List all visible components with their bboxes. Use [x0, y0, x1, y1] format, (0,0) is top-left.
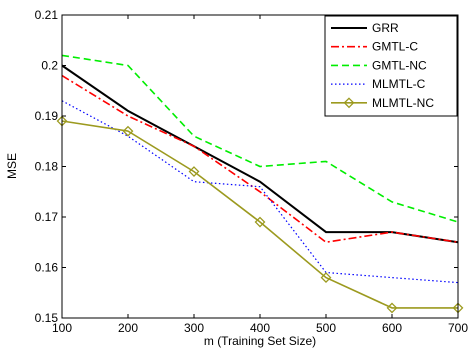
series-line-mlmtl-nc — [61, 120, 458, 309]
x-tick-label: 600 — [382, 321, 402, 335]
y-axis-label: MSE — [5, 153, 19, 179]
x-tick-label: 200 — [118, 321, 138, 335]
legend-label-grr: GRR — [372, 21, 399, 35]
x-axis-label: m (Training Set Size) — [204, 334, 316, 348]
x-tick-label: 700 — [448, 321, 468, 335]
series-line-gmtl-nc — [61, 54, 459, 223]
x-tick-label: 100 — [52, 321, 72, 335]
legend-label-gmtl-nc: GMTL-NC — [372, 58, 427, 72]
data-point-mlmtl-nc — [254, 216, 266, 228]
legend-entries: GRR GMTL-C GMTL-NC MLMTL-C MLMTL-NC — [331, 21, 434, 110]
y-tick-label: 0.16 — [35, 261, 59, 275]
legend-label-gmtl-c: GMTL-C — [372, 40, 418, 54]
y-tick-label: 0.18 — [35, 160, 59, 174]
y-tick-label: 0.2 — [41, 59, 58, 73]
series-layer — [56, 54, 464, 314]
legend-label-mlmtl-c: MLMTL-C — [372, 77, 426, 91]
y-tick-label: 0.19 — [35, 109, 59, 123]
series-line-mlmtl-c — [61, 100, 459, 284]
legend-marker — [343, 97, 355, 109]
y-tick-label: 0.17 — [35, 210, 59, 224]
series-line-gmtl-c — [61, 74, 459, 244]
axes-layer: 100 200 300 400 500 600 700 0.15 0.16 0.17 0.18 0.1… — [35, 8, 469, 335]
x-tick-label: 500 — [316, 321, 336, 335]
x-tick-label: 300 — [184, 321, 204, 335]
y-tick-label: 0.15 — [35, 311, 59, 325]
y-tick-label: 0.21 — [35, 8, 59, 22]
data-point-mlmtl-nc — [188, 166, 200, 177]
data-point-mlmtl-nc — [386, 302, 398, 314]
data-point-mlmtl-nc — [320, 272, 332, 284]
x-tick-label: 400 — [250, 321, 270, 335]
data-point-mlmtl-nc — [122, 125, 134, 137]
legend-label-mlmtl-nc: MLMTL-NC — [372, 96, 434, 110]
legend: GRR GMTL-C GMTL-NC MLMTL-C MLMTL-NC — [324, 15, 458, 117]
